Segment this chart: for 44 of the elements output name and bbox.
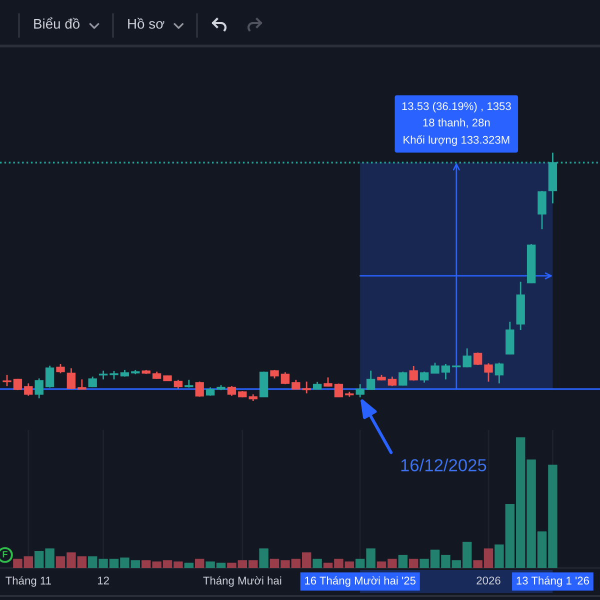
candlestick: [366, 370, 376, 390]
x-tick-label: 13 Tháng 1 '26: [516, 576, 590, 587]
x-tick-label: 12: [98, 576, 109, 584]
bar: [259, 548, 268, 568]
text: 13.53 (36.19%) , 1353: [402, 102, 511, 112]
candlestick: [34, 378, 44, 399]
candlestick: [473, 352, 482, 366]
candlestick: [292, 379, 300, 390]
candlestick: [494, 362, 504, 384]
text: Khối lượng 133.323M: [404, 135, 510, 146]
candlestick: [420, 371, 429, 384]
candlestick: [409, 365, 418, 382]
annotation: 16/12/2025: [401, 458, 486, 472]
candlestick: [302, 380, 311, 394]
x-tick-label: Tháng Mười hai: [203, 576, 282, 587]
candlestick: [78, 378, 86, 390]
bar: [184, 562, 194, 568]
candlestick: [24, 382, 33, 396]
candlestick: [356, 383, 364, 398]
candlestick: [430, 362, 440, 374]
bar: [409, 558, 418, 568]
candlestick: [462, 348, 472, 368]
candlestick: [2, 374, 12, 387]
candlestick: [45, 365, 54, 388]
candlestick: [334, 382, 344, 398]
candlestick: [195, 380, 204, 398]
bar: [195, 558, 204, 568]
text: Hồ sơ: [128, 18, 164, 29]
bar: [312, 558, 322, 568]
candlestick: [538, 190, 546, 230]
candlestick: [66, 368, 76, 390]
candlestick: [227, 385, 236, 396]
text: 18 thanh, 28n: [423, 118, 490, 128]
x-tick-label: 2026: [476, 576, 500, 584]
annotation: F: [2, 551, 8, 558]
candlestick: [484, 362, 493, 382]
text: Biểu đồ: [34, 17, 80, 29]
candlestick: [388, 376, 397, 387]
candlestick: [398, 371, 408, 386]
x-tick-label: Tháng 11: [6, 576, 51, 587]
x-tick-label: 16 Tháng Mười hai '25: [305, 576, 416, 587]
candlestick: [441, 363, 450, 380]
bar: [398, 554, 408, 568]
candlestick: [56, 363, 65, 374]
